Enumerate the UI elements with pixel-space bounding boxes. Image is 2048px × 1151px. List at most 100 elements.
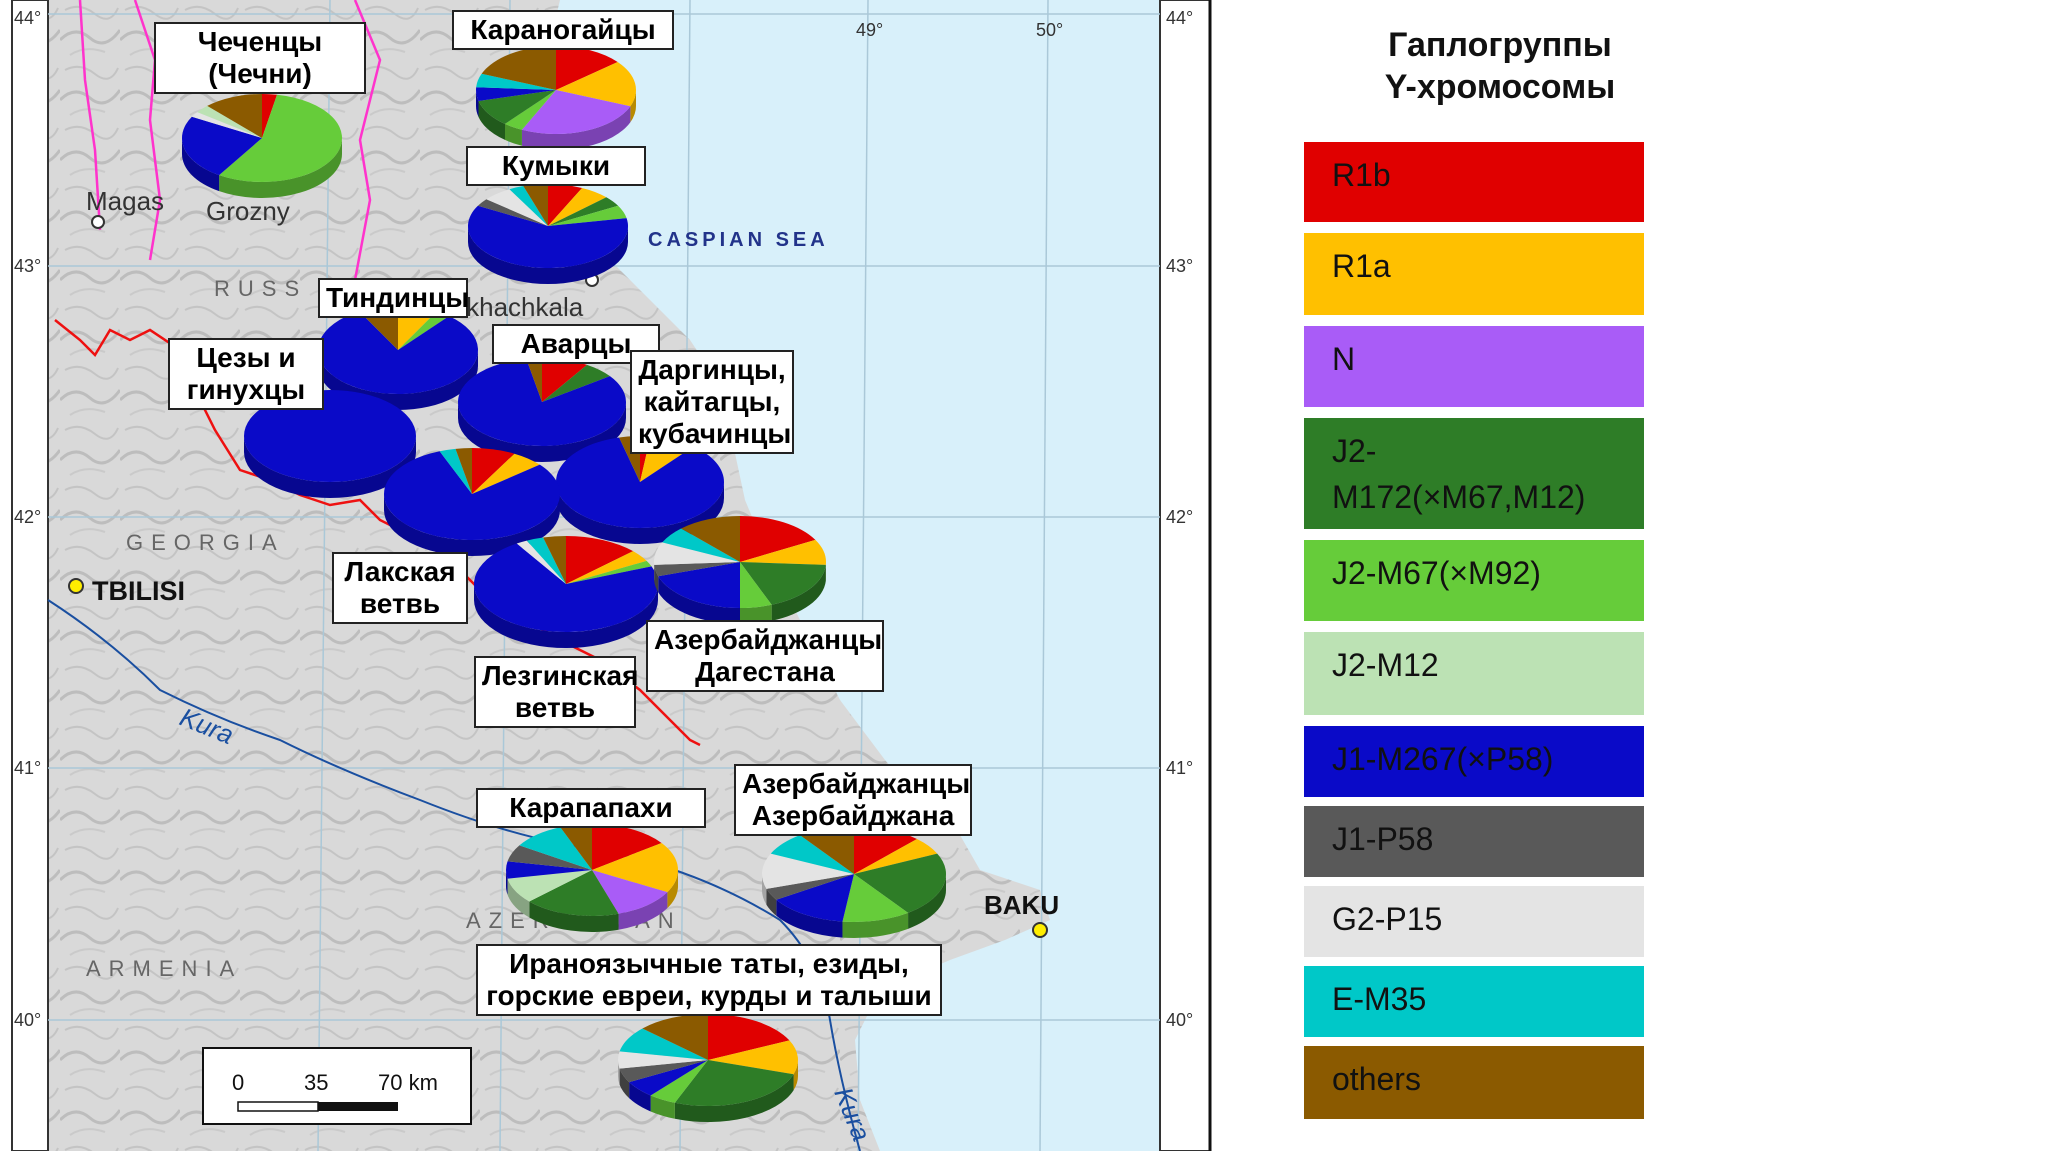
pie-slice-E-M35: [526, 537, 566, 584]
lat-tick-40-left: 40°: [14, 1010, 41, 1030]
pie-slice-R1a: [566, 551, 647, 584]
pie-side-G2-P15: [762, 874, 767, 905]
pie-9: [654, 516, 826, 624]
pie-slice-J2-M172(×M67,M12): [854, 853, 947, 913]
legend-item-j1-p58: J1-P58: [1302, 804, 1646, 879]
pie-slice-G2-P15: [486, 189, 548, 226]
lat-tick-42-left: 42°: [14, 507, 41, 527]
pie-slice-J1-M267(×P58): [776, 874, 854, 922]
pie-side-J1-M267(×P58): [476, 90, 479, 117]
pie-slice-others: [481, 46, 556, 90]
pie-slice-J1-M267(×P58): [658, 562, 740, 608]
pie-1: [475, 46, 636, 150]
pie-slice-others: [526, 358, 542, 402]
legend-item-j2-m172-m67-m12-: J2- M172(×M67,M12): [1302, 416, 1646, 531]
city-grozny: Grozny: [206, 196, 290, 226]
pie-slice-J2-M172(×M67,M12): [740, 562, 826, 605]
legend-item-j1-m267-p58-: J1-M267(×P58): [1302, 724, 1646, 799]
pie-slice-R1b: [472, 448, 515, 494]
pie-side-J1-M267(×P58): [629, 1082, 651, 1112]
pie-12: [618, 1014, 799, 1122]
legend-item-n: N: [1302, 324, 1646, 409]
pie-side-J2-M12: [507, 878, 530, 918]
pie-side-N: [618, 892, 668, 930]
pie-slice-R1b: [542, 358, 588, 402]
pie-side-J2-M67(×M92): [650, 1095, 675, 1119]
pie-slice-R1a: [592, 842, 678, 893]
pie-side-J2-M172(×M67,M12): [674, 1074, 794, 1122]
label-tindins: Тиндинцы: [318, 278, 469, 318]
pie-slice-R1b: [740, 516, 816, 562]
pie-slice-R1a: [854, 839, 938, 874]
pie-slice-others: [207, 94, 262, 138]
pie-slice-others: [799, 826, 854, 874]
pie-side-J1-P58: [766, 888, 777, 916]
pie-slice-J1-M267(×P58): [244, 390, 416, 482]
pie-side-R1a: [667, 870, 678, 909]
legend-item-others: others: [1302, 1044, 1646, 1121]
pie-slice-others: [642, 1014, 708, 1060]
pie-slice-others: [523, 184, 548, 226]
pie-slice-E-M35: [662, 528, 740, 562]
pie-slice-J1-M267(×P58): [556, 437, 725, 529]
country-armenia: ARMENIA: [86, 956, 242, 981]
scale-label-35: 35: [304, 1070, 328, 1095]
sea-label: CASPIAN SEA: [648, 229, 829, 251]
pie-side-J1-M267(×P58): [182, 138, 220, 192]
pie-side-J1-P58: [654, 564, 659, 593]
city-magas: Magas: [86, 186, 164, 216]
pie-0: [182, 94, 342, 198]
pie-slice-R1b: [556, 46, 618, 90]
scale-label-70: 70 km: [378, 1070, 438, 1095]
lon-tick-50: 50°: [1036, 20, 1063, 40]
pie-side-J2-M172(×M67,M12): [771, 564, 826, 621]
country-russia: RUSS: [214, 276, 307, 301]
label-lak: Лакская ветвь: [332, 552, 468, 624]
pie-slice-J2-M67(×M92): [566, 560, 652, 584]
pie-slice-J2-M67(×M92): [505, 90, 556, 130]
pie-4: [244, 390, 416, 498]
city-tbilisi: TBILISI: [92, 576, 185, 606]
pie-side-J2-M172(×M67,M12): [478, 100, 506, 140]
pie-slice-J1-M267(×P58): [383, 451, 560, 540]
pie-slice-J2-M67(×M92): [650, 1060, 708, 1103]
pie-slice-J2-M12: [507, 870, 592, 902]
pie-slice-R1a: [472, 453, 540, 494]
pie-slice-J2-M172(×M67,M12): [548, 197, 619, 226]
pie-side-J1-M267(×P58): [468, 226, 628, 284]
label-azeri-dagestan: Азербайджанцы Дагестана: [646, 620, 884, 692]
pie-slice-E-M35: [519, 827, 592, 870]
label-azeri-azerbaijan: Азербайджанцы Азербайджана: [734, 764, 972, 836]
caspian-sea: [545, 0, 1160, 1151]
pie-slice-J1-M267(×P58): [474, 543, 659, 632]
pie-7: [383, 448, 560, 556]
pie-slice-J1-M267(×P58): [475, 87, 556, 101]
lat-tick-41-left: 41°: [14, 758, 41, 778]
pie-slice-R1b: [592, 824, 662, 870]
label-chechens: Чеченцы (Чечни): [154, 22, 366, 94]
pie-side-J2-M172(×M67,M12): [908, 874, 946, 929]
lat-tick-43-right: 43°: [1166, 256, 1193, 276]
pie-slice-J2-M172(×M67,M12): [674, 1060, 794, 1106]
label-karanogais: Караногайцы: [452, 10, 674, 50]
pie-slice-J2-M172(×M67,M12): [542, 364, 610, 402]
pie-side-J1-M267(×P58): [474, 584, 658, 648]
pie-slice-others: [560, 824, 592, 870]
country-georgia: GEORGIA: [126, 530, 285, 555]
pie-side-J2-M67(×M92): [740, 604, 772, 624]
pie-10: [506, 824, 678, 932]
label-kumyks: Кумыки: [466, 146, 646, 186]
pie-side-J2-M67(×M92): [505, 123, 522, 146]
lat-tick-44-right: 44°: [1166, 8, 1193, 28]
pie-slice-E-M35: [476, 73, 556, 90]
pie-slice-J1-P58: [619, 1060, 708, 1083]
pie-slice-G2-P15: [191, 112, 262, 138]
pie-slice-E-M35: [619, 1028, 708, 1060]
label-karapapakh: Карапапахи: [476, 788, 706, 828]
pie-11: [762, 826, 947, 938]
pie-side-N: [521, 106, 631, 150]
pie-slice-G2-P15: [762, 853, 854, 889]
pie-slice-E-M35: [770, 835, 854, 874]
pie-slice-G2-P15: [618, 1051, 708, 1069]
